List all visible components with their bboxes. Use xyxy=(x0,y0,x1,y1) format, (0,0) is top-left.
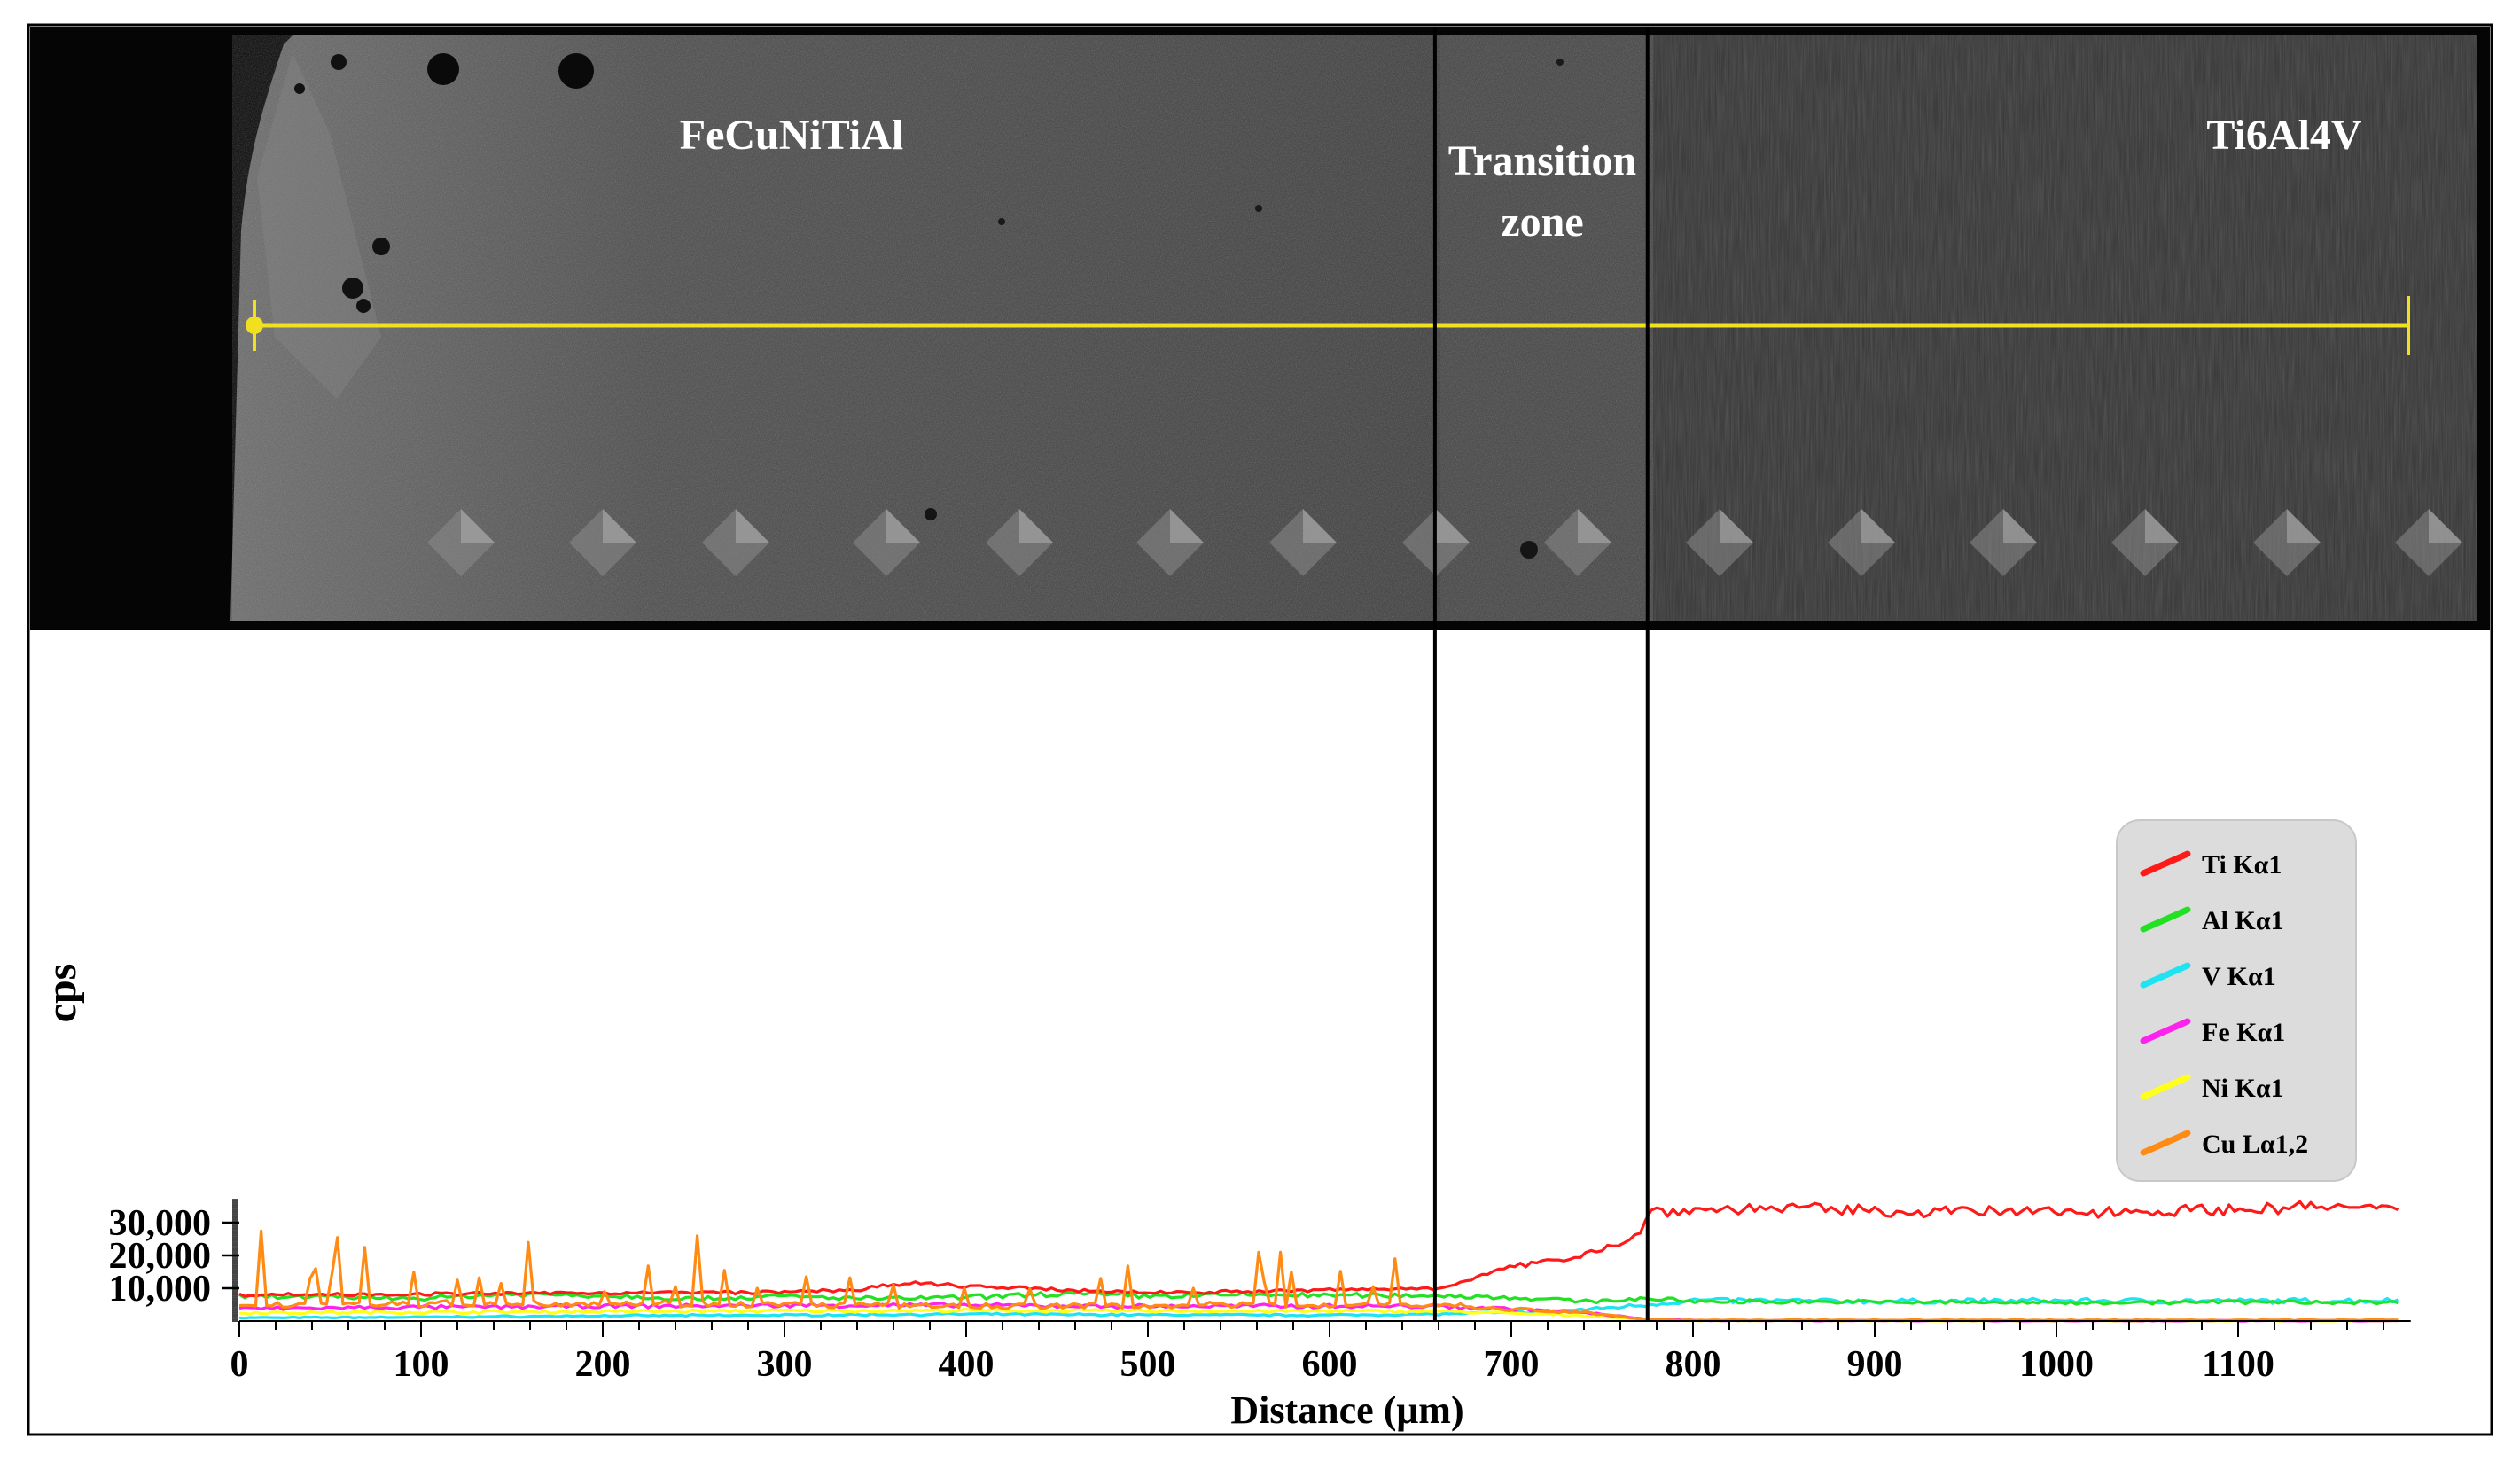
x-tick-label: 300 xyxy=(757,1344,813,1385)
hardness-indent-face xyxy=(736,509,769,543)
substrate-texture xyxy=(1653,35,2477,621)
x-axis: 0 100 200 300 400 500 600 700 800 900 1000 1100 xyxy=(230,1320,2411,1385)
series-layer xyxy=(238,1200,2399,1323)
pore xyxy=(342,278,363,299)
micrograph-panel: FeCuNiTiAl Transition zone Ti6Al4V xyxy=(30,27,2490,629)
pore xyxy=(372,238,390,255)
legend-swatch-al xyxy=(2140,906,2191,933)
hardness-indent-face xyxy=(2145,509,2179,543)
legend-label-ti: Ti Kα1 xyxy=(2202,850,2282,880)
pore xyxy=(998,218,1005,225)
legend-box xyxy=(2116,819,2357,1182)
x-tick-label: 600 xyxy=(1302,1344,1358,1385)
hardness-indent-face xyxy=(1170,509,1204,543)
x-tick-label: 200 xyxy=(575,1344,631,1385)
y-tick-label: 20,000 xyxy=(109,1236,212,1277)
transition-label-line1: Transition xyxy=(1448,137,1636,184)
x-tick-label: 0 xyxy=(230,1344,249,1385)
hardness-indent-face xyxy=(1861,509,1895,543)
hardness-indent-face xyxy=(2287,509,2321,543)
hardness-indent-face xyxy=(461,509,495,543)
series-al-line xyxy=(238,1291,2399,1306)
legend-label-v: V Kα1 xyxy=(2202,962,2276,991)
hardness-indent-face xyxy=(2003,509,2037,543)
transition-label-line2: zone xyxy=(1501,199,1583,246)
x-tick-label: 700 xyxy=(1484,1344,1540,1385)
series-v-line xyxy=(238,1296,2399,1320)
scan-start-dot xyxy=(246,317,263,334)
x-tick-label: 100 xyxy=(394,1344,449,1385)
linescan-chart: 0 100 200 300 400 500 600 700 800 900 1000 1100 10,… xyxy=(38,819,2411,1432)
hardness-indent-face xyxy=(603,509,636,543)
linescan-marker-icon xyxy=(246,296,2410,355)
legend-swatch-cu xyxy=(2140,1130,2191,1156)
legend-swatch-fe xyxy=(2140,1018,2191,1044)
x-tick-label: 1000 xyxy=(2019,1344,2094,1385)
x-tick-label: 400 xyxy=(939,1344,995,1385)
hardness-indent-face xyxy=(2429,509,2462,543)
x-axis-title: Distance (μm) xyxy=(1230,1388,1463,1432)
x-tick-label: 1100 xyxy=(2202,1344,2274,1385)
pore xyxy=(331,54,347,70)
pore xyxy=(427,53,459,85)
hardness-indent-face xyxy=(1436,509,1470,543)
legend-swatch-v xyxy=(2140,962,2191,989)
pore xyxy=(294,83,305,94)
x-tick-label: 900 xyxy=(1847,1344,1903,1385)
x-tick-label: 500 xyxy=(1120,1344,1176,1385)
hardness-indent-face xyxy=(1303,509,1337,543)
pore xyxy=(558,53,594,89)
legend-label-cu: Cu Lα1,2 xyxy=(2202,1130,2308,1159)
legend-label-ni: Ni Kα1 xyxy=(2202,1074,2284,1103)
hardness-indent-face xyxy=(1578,509,1611,543)
hardness-indent-face xyxy=(1720,509,1753,543)
indent-row xyxy=(427,509,2462,576)
zone-boundaries xyxy=(1432,27,1650,1321)
edge-glow xyxy=(257,53,381,399)
legend-label-al: Al Kα1 xyxy=(2202,906,2284,935)
pore xyxy=(1556,59,1564,66)
legend-label-fe: Fe Kα1 xyxy=(2202,1018,2285,1047)
y-tick-label: 30,000 xyxy=(109,1203,212,1244)
hardness-indent-face xyxy=(886,509,920,543)
x-tick-label: 800 xyxy=(1666,1344,1721,1385)
pore xyxy=(356,299,371,313)
y-axis-title: cps xyxy=(38,964,85,1023)
legend-swatch-ti xyxy=(2140,850,2191,877)
alloy-label: FeCuNiTiAl xyxy=(680,112,903,159)
y-tick-label: 10,000 xyxy=(109,1269,212,1310)
pore xyxy=(1520,541,1538,559)
pore xyxy=(1255,205,1262,212)
pore xyxy=(925,508,937,520)
hardness-indent-face xyxy=(1019,509,1053,543)
series-ti-line xyxy=(238,1200,2399,1298)
legend-swatch-ni xyxy=(2140,1074,2191,1100)
legend: Ti Kα1 Al Kα1 V Kα1 Fe Kα1 Ni Kα1 Cu Lα1,2 xyxy=(2116,819,2357,1182)
substrate-label: Ti6Al4V xyxy=(2206,112,2361,159)
